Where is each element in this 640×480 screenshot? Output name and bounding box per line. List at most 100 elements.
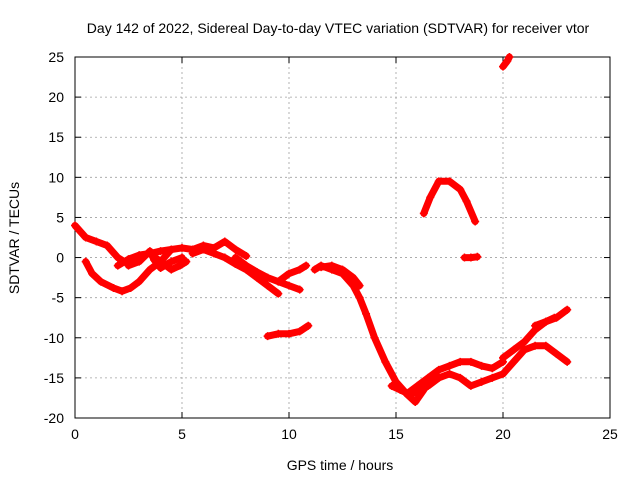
data-point: [252, 267, 261, 276]
data-point: [520, 337, 529, 346]
y-tick-label: 20: [48, 89, 64, 105]
series-track-16: [419, 177, 480, 226]
data-point: [541, 341, 550, 350]
data-point: [488, 373, 497, 382]
data-point: [499, 353, 507, 362]
data-point: [103, 241, 112, 250]
data-point: [362, 309, 371, 318]
data-point: [434, 177, 443, 186]
data-point: [220, 237, 229, 246]
series-line: [274, 262, 310, 286]
data-point: [424, 373, 433, 382]
series-line: [499, 53, 513, 71]
data-point: [124, 261, 133, 270]
data-point: [274, 329, 283, 338]
y-tick-label: 15: [48, 129, 64, 145]
series-track-17: [460, 252, 482, 262]
data-point: [419, 209, 428, 218]
data-point: [445, 361, 454, 370]
data-point: [338, 265, 347, 274]
data-point: [531, 321, 540, 330]
x-axis-label: GPS time / hours: [287, 457, 394, 473]
data-point: [81, 257, 90, 266]
data-point: [466, 381, 475, 390]
data-point: [295, 265, 304, 274]
data-point: [285, 281, 293, 290]
x-tick-label: 0: [71, 426, 79, 442]
chart-title: Day 142 of 2022, Sidereal Day-to-day VTE…: [87, 20, 590, 36]
data-point: [552, 349, 561, 358]
data-point: [509, 357, 518, 366]
data-point: [466, 253, 475, 262]
data-point: [552, 313, 561, 322]
data-point: [242, 261, 251, 270]
series-track-15: [531, 305, 572, 330]
series-line: [531, 306, 571, 330]
data-point: [541, 317, 550, 326]
data-point: [88, 269, 97, 278]
data-point: [167, 265, 176, 274]
data-point: [411, 397, 420, 406]
data-point: [302, 261, 311, 270]
data-point: [156, 257, 165, 266]
data-point: [488, 364, 497, 373]
y-tick-label: -20: [44, 410, 64, 426]
series-track-8: [274, 261, 311, 286]
data-point: [135, 257, 144, 266]
data-point: [310, 265, 319, 274]
series-line: [71, 222, 128, 266]
data-point: [220, 253, 229, 262]
data-point: [156, 247, 165, 256]
y-tick-label: 25: [48, 49, 64, 65]
data-point: [285, 329, 293, 338]
x-axis-ticks: 0 5 10 15 20 25: [71, 57, 618, 442]
data-point: [199, 245, 208, 254]
data-point: [466, 357, 475, 366]
data-point: [145, 265, 154, 274]
data-point: [96, 277, 105, 286]
data-point: [263, 273, 272, 282]
data-point: [402, 389, 411, 398]
data-point: [327, 261, 336, 270]
data-point: [285, 269, 293, 278]
y-tick-label: -5: [52, 290, 65, 306]
data-point: [175, 261, 184, 270]
data-point: [563, 305, 572, 314]
data-point: [81, 233, 90, 242]
data-point: [396, 385, 405, 394]
data-point: [456, 373, 465, 382]
data-point: [263, 281, 272, 290]
data-point: [462, 197, 471, 206]
data-point: [456, 357, 465, 366]
data-point: [499, 369, 507, 378]
data-point: [295, 285, 304, 294]
data-point: [274, 289, 283, 298]
data-point: [92, 237, 101, 246]
data-point: [113, 261, 122, 270]
data-point: [178, 243, 186, 252]
y-axis-label: SDTVAR / TECUs: [6, 182, 22, 294]
data-point: [355, 293, 364, 302]
series-track-12: [387, 341, 572, 398]
y-tick-label: 0: [56, 250, 64, 266]
data-point: [188, 249, 197, 258]
data-point: [531, 341, 540, 350]
y-tick-label: -10: [44, 330, 64, 346]
data-point: [477, 377, 486, 386]
data-point: [349, 273, 358, 282]
data-point: [471, 217, 480, 226]
data-point: [274, 277, 283, 286]
y-tick-label: 5: [56, 209, 64, 225]
x-tick-label: 25: [602, 426, 618, 442]
data-point: [317, 263, 326, 272]
series-track-13: [402, 357, 507, 398]
grid-lines: [75, 57, 610, 418]
x-tick-label: 5: [178, 426, 186, 442]
x-tick-label: 20: [495, 426, 511, 442]
data-point: [370, 333, 379, 342]
data-point: [445, 369, 454, 378]
data-point: [426, 193, 435, 202]
data-point: [242, 251, 251, 260]
data-point: [381, 357, 390, 366]
